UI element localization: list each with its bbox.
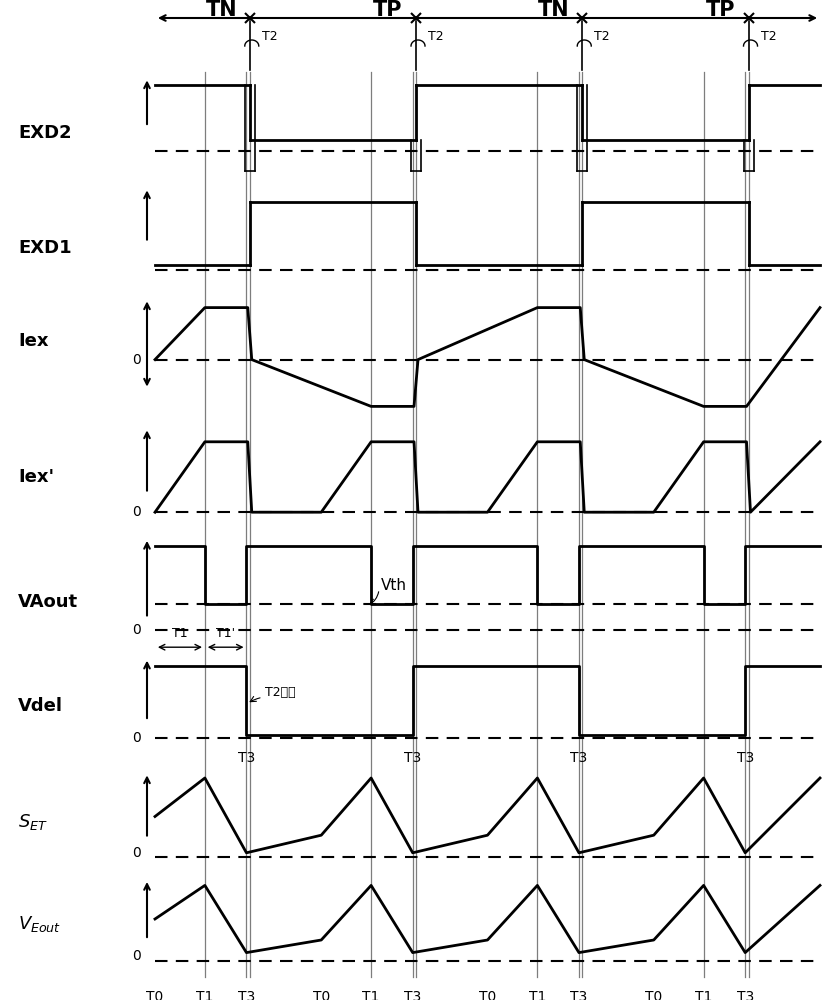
Text: TP: TP xyxy=(706,0,735,20)
Text: T3: T3 xyxy=(404,990,421,1000)
Text: 0: 0 xyxy=(133,731,141,745)
Text: TN: TN xyxy=(538,0,570,20)
Text: T3: T3 xyxy=(238,751,255,765)
Text: T2: T2 xyxy=(595,29,610,42)
Text: 0: 0 xyxy=(133,846,141,860)
Text: VAout: VAout xyxy=(18,593,78,611)
Text: T1: T1 xyxy=(363,990,379,1000)
Text: T2: T2 xyxy=(761,29,776,42)
Text: $V_{Eout}$: $V_{Eout}$ xyxy=(18,914,62,934)
Text: Iex': Iex' xyxy=(18,468,54,486)
Text: T0: T0 xyxy=(147,990,163,1000)
Text: 0: 0 xyxy=(133,949,141,963)
Text: T1: T1 xyxy=(172,627,188,640)
Text: T1: T1 xyxy=(196,990,214,1000)
Text: EXD1: EXD1 xyxy=(18,239,72,257)
Text: T3: T3 xyxy=(736,751,754,765)
Text: T3: T3 xyxy=(404,751,421,765)
Text: TP: TP xyxy=(373,0,403,20)
Text: T0: T0 xyxy=(313,990,330,1000)
Text: T3: T3 xyxy=(736,990,754,1000)
Text: T3: T3 xyxy=(570,990,588,1000)
Text: T3: T3 xyxy=(238,990,255,1000)
Text: 0: 0 xyxy=(133,505,141,519)
Text: 0: 0 xyxy=(133,353,141,367)
Text: 0: 0 xyxy=(133,623,141,637)
Text: T1: T1 xyxy=(695,990,712,1000)
Text: T1': T1' xyxy=(216,627,235,640)
Text: TN: TN xyxy=(206,0,238,20)
Text: $S_{ET}$: $S_{ET}$ xyxy=(18,812,48,832)
Text: Vth: Vth xyxy=(381,578,407,593)
Text: T1: T1 xyxy=(529,990,546,1000)
Text: T2: T2 xyxy=(428,29,444,42)
Text: T3: T3 xyxy=(570,751,588,765)
Text: T2延迟: T2延迟 xyxy=(264,686,295,699)
Text: T0: T0 xyxy=(646,990,662,1000)
Text: T0: T0 xyxy=(479,990,496,1000)
Text: T2: T2 xyxy=(262,29,278,42)
Text: EXD2: EXD2 xyxy=(18,123,72,141)
Text: Vdel: Vdel xyxy=(18,697,63,715)
Text: Iex: Iex xyxy=(18,332,48,350)
